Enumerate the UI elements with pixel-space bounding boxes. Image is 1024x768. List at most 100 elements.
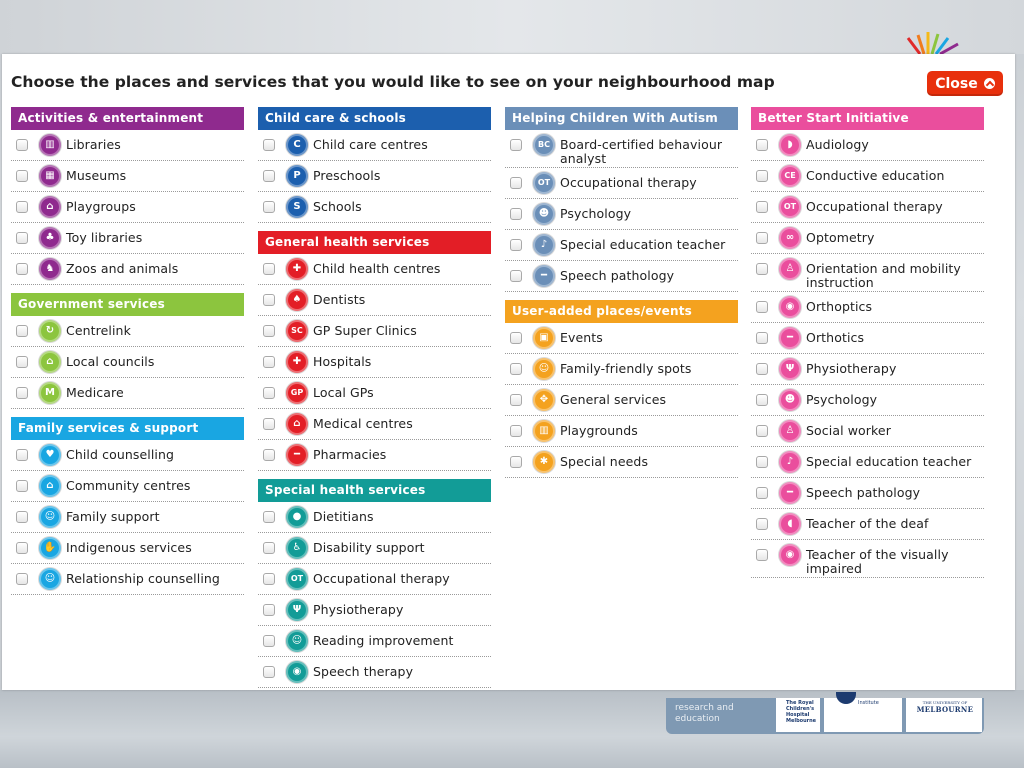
- service-item-community-centres[interactable]: ⌂ Community centres: [11, 471, 244, 502]
- service-checkbox[interactable]: [16, 573, 28, 585]
- service-item-playgroups[interactable]: ⌂ Playgroups: [11, 192, 244, 223]
- service-item-occupational-therapy[interactable]: OT Occupational therapy: [751, 192, 984, 223]
- service-item-speech-pathology[interactable]: ━ Speech pathology: [505, 261, 738, 292]
- service-item-gp-super-clinics[interactable]: SC GP Super Clinics: [258, 316, 491, 347]
- service-checkbox[interactable]: [263, 666, 275, 678]
- service-item-disability-support[interactable]: ♿ Disability support: [258, 533, 491, 564]
- service-item-conductive-education[interactable]: CE Conductive education: [751, 161, 984, 192]
- service-item-occupational-therapy[interactable]: OT Occupational therapy: [505, 168, 738, 199]
- service-checkbox[interactable]: [756, 549, 768, 561]
- service-checkbox[interactable]: [510, 139, 522, 151]
- service-checkbox[interactable]: [510, 177, 522, 189]
- service-item-toy-libraries[interactable]: ♣ Toy libraries: [11, 223, 244, 254]
- service-checkbox[interactable]: [16, 449, 28, 461]
- service-checkbox[interactable]: [263, 573, 275, 585]
- service-checkbox[interactable]: [263, 201, 275, 213]
- service-item-social-worker[interactable]: ♙ Social worker: [751, 416, 984, 447]
- service-item-speech-pathology[interactable]: ━ Speech pathology: [751, 478, 984, 509]
- service-checkbox[interactable]: [16, 387, 28, 399]
- service-checkbox[interactable]: [756, 394, 768, 406]
- service-checkbox[interactable]: [510, 332, 522, 344]
- service-item-optometry[interactable]: ∞ Optometry: [751, 223, 984, 254]
- service-checkbox[interactable]: [263, 418, 275, 430]
- service-checkbox[interactable]: [263, 387, 275, 399]
- service-item-physiotherapy[interactable]: Ψ Physiotherapy: [258, 595, 491, 626]
- service-checkbox[interactable]: [263, 263, 275, 275]
- service-checkbox[interactable]: [756, 301, 768, 313]
- service-checkbox[interactable]: [756, 456, 768, 468]
- service-item-playgrounds[interactable]: ▥ Playgrounds: [505, 416, 738, 447]
- service-item-teacher-of-the-deaf[interactable]: ◖ Teacher of the deaf: [751, 509, 984, 540]
- service-item-orthotics[interactable]: ━ Orthotics: [751, 323, 984, 354]
- service-item-teacher-of-the-visually-impaired[interactable]: ◉ Teacher of the visually impaired: [751, 540, 984, 578]
- service-item-speech-therapy[interactable]: ◉ Speech therapy: [258, 657, 491, 688]
- service-item-physiotherapy[interactable]: Ψ Physiotherapy: [751, 354, 984, 385]
- service-checkbox[interactable]: [510, 270, 522, 282]
- service-checkbox[interactable]: [16, 232, 28, 244]
- service-checkbox[interactable]: [510, 208, 522, 220]
- service-checkbox[interactable]: [510, 363, 522, 375]
- service-checkbox[interactable]: [16, 263, 28, 275]
- service-checkbox[interactable]: [16, 511, 28, 523]
- service-checkbox[interactable]: [263, 170, 275, 182]
- service-checkbox[interactable]: [263, 294, 275, 306]
- service-item-museums[interactable]: ▦ Museums: [11, 161, 244, 192]
- close-button[interactable]: Close: [927, 71, 1003, 96]
- service-item-zoos-and-animals[interactable]: ♞ Zoos and animals: [11, 254, 244, 285]
- service-checkbox[interactable]: [16, 325, 28, 337]
- service-item-local-councils[interactable]: ⌂ Local councils: [11, 347, 244, 378]
- service-item-indigenous-services[interactable]: ✋ Indigenous services: [11, 533, 244, 564]
- service-item-audiology[interactable]: ◗ Audiology: [751, 130, 984, 161]
- service-item-psychology[interactable]: ☻ Psychology: [505, 199, 738, 230]
- service-item-child-care-centres[interactable]: C Child care centres: [258, 130, 491, 161]
- service-item-general-services[interactable]: ✥ General services: [505, 385, 738, 416]
- service-checkbox[interactable]: [16, 139, 28, 151]
- service-checkbox[interactable]: [16, 480, 28, 492]
- service-checkbox[interactable]: [263, 542, 275, 554]
- service-item-reading-improvement[interactable]: ☺ Reading improvement: [258, 626, 491, 657]
- service-checkbox[interactable]: [263, 139, 275, 151]
- service-item-family-friendly-spots[interactable]: ☺ Family-friendly spots: [505, 354, 738, 385]
- service-item-events[interactable]: ▣ Events: [505, 323, 738, 354]
- service-checkbox[interactable]: [756, 363, 768, 375]
- service-checkbox[interactable]: [16, 201, 28, 213]
- service-checkbox[interactable]: [16, 356, 28, 368]
- service-item-orientation-and-mobility-instruction[interactable]: ♙ Orientation and mobility instruction: [751, 254, 984, 292]
- service-item-schools[interactable]: S Schools: [258, 192, 491, 223]
- service-item-special-needs[interactable]: ✱ Special needs: [505, 447, 738, 478]
- service-item-family-support[interactable]: ☺ Family support: [11, 502, 244, 533]
- service-item-orthoptics[interactable]: ◉ Orthoptics: [751, 292, 984, 323]
- service-item-board-certified-behaviour-analyst[interactable]: BC Board-certified behaviour analyst: [505, 130, 738, 168]
- service-item-special-education-teacher[interactable]: ♪ Special education teacher: [505, 230, 738, 261]
- service-checkbox[interactable]: [263, 449, 275, 461]
- service-item-medicare[interactable]: M Medicare: [11, 378, 244, 409]
- service-checkbox[interactable]: [263, 325, 275, 337]
- service-item-preschools[interactable]: P Preschools: [258, 161, 491, 192]
- service-checkbox[interactable]: [756, 232, 768, 244]
- service-item-dentists[interactable]: ♠ Dentists: [258, 285, 491, 316]
- service-item-libraries[interactable]: ▥ Libraries: [11, 130, 244, 161]
- service-checkbox[interactable]: [756, 425, 768, 437]
- service-checkbox[interactable]: [510, 456, 522, 468]
- service-checkbox[interactable]: [756, 518, 768, 530]
- service-checkbox[interactable]: [510, 425, 522, 437]
- service-checkbox[interactable]: [510, 239, 522, 251]
- service-checkbox[interactable]: [756, 332, 768, 344]
- service-checkbox[interactable]: [263, 356, 275, 368]
- service-item-special-education-teacher[interactable]: ♪ Special education teacher: [751, 447, 984, 478]
- service-checkbox[interactable]: [756, 263, 768, 275]
- service-item-hospitals[interactable]: ✚ Hospitals: [258, 347, 491, 378]
- service-checkbox[interactable]: [263, 511, 275, 523]
- service-checkbox[interactable]: [756, 201, 768, 213]
- service-checkbox[interactable]: [510, 394, 522, 406]
- service-checkbox[interactable]: [756, 139, 768, 151]
- service-item-local-gps[interactable]: GP Local GPs: [258, 378, 491, 409]
- service-item-psychology[interactable]: ☻ Psychology: [751, 385, 984, 416]
- service-checkbox[interactable]: [263, 604, 275, 616]
- service-item-dietitians[interactable]: ● Dietitians: [258, 502, 491, 533]
- service-checkbox[interactable]: [16, 542, 28, 554]
- service-item-child-health-centres[interactable]: ✚ Child health centres: [258, 254, 491, 285]
- service-checkbox[interactable]: [16, 170, 28, 182]
- service-checkbox[interactable]: [756, 170, 768, 182]
- service-checkbox[interactable]: [263, 635, 275, 647]
